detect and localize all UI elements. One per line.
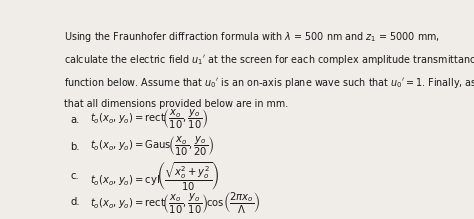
- Text: calculate the electric field $u_1{}'$ at the screen for each complex amplitude t: calculate the electric field $u_1{}'$ at…: [64, 53, 474, 67]
- Text: c.: c.: [70, 171, 79, 180]
- Text: $t_o(x_o, y_o) = \mathrm{rect}\!\left(\dfrac{x_o}{10}, \dfrac{y_o}{10}\right)\!\: $t_o(x_o, y_o) = \mathrm{rect}\!\left(\d…: [91, 190, 261, 215]
- Text: function below. Assume that $u_0{}'$ is an on-axis plane wave such that $u_0{}' : function below. Assume that $u_0{}'$ is …: [64, 76, 474, 90]
- Text: a.: a.: [70, 115, 80, 125]
- Text: $t_o(x_o, y_o) = \mathrm{Gaus}\!\left(\dfrac{x_o}{10}, \dfrac{y_o}{20}\right)$: $t_o(x_o, y_o) = \mathrm{Gaus}\!\left(\d…: [91, 135, 215, 158]
- Text: Using the Fraunhofer diffraction formula with $\lambda$ = 500 nm and $z_1$ = 500: Using the Fraunhofer diffraction formula…: [64, 30, 440, 44]
- Text: $t_o(x_o, y_o) = \mathrm{cyl}\!\left(\dfrac{\sqrt{x_o^2 + y_o^2}}{10}\right)$: $t_o(x_o, y_o) = \mathrm{cyl}\!\left(\df…: [91, 159, 220, 192]
- Text: b.: b.: [70, 142, 80, 152]
- Text: d.: d.: [70, 198, 80, 207]
- Text: $t_o(x_o, y_o) = \mathrm{rect}\!\left(\dfrac{x_o}{10}, \dfrac{y_o}{10}\right)$: $t_o(x_o, y_o) = \mathrm{rect}\!\left(\d…: [91, 108, 209, 131]
- Text: that all dimensions provided below are in mm.: that all dimensions provided below are i…: [64, 99, 288, 109]
